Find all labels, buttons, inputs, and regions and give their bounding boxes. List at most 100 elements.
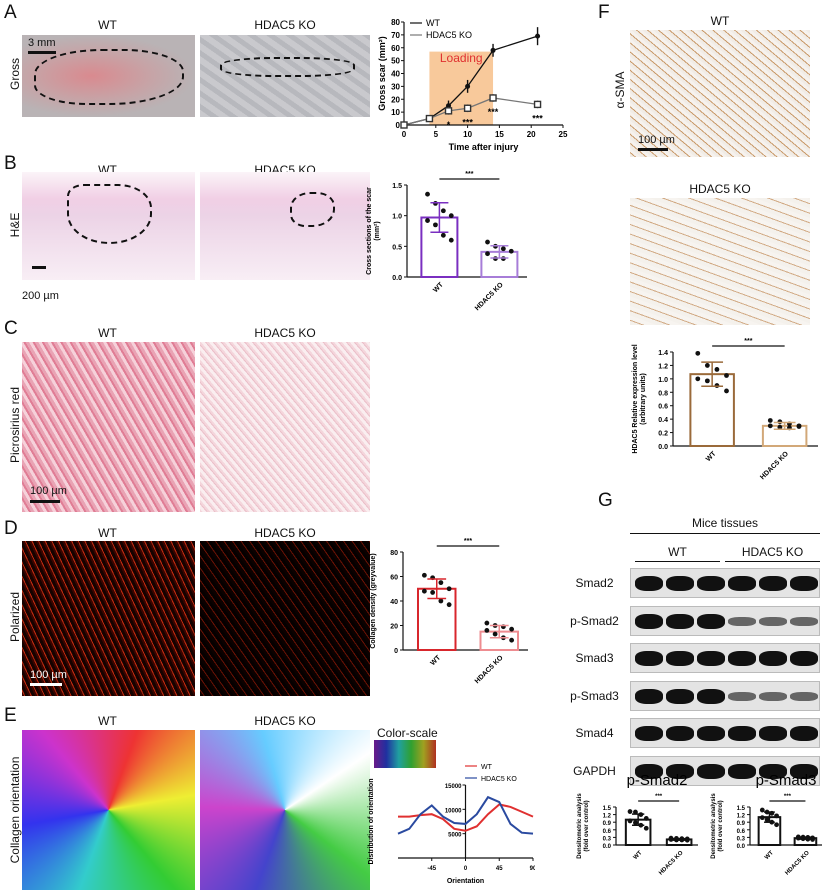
- data-point: [438, 598, 444, 604]
- significance-label: ***: [462, 117, 473, 127]
- y-axis-label: (fold over control): [718, 800, 724, 851]
- y-tick-label: 0: [396, 121, 401, 130]
- y-tick-label: 0.6: [658, 404, 668, 411]
- panel-label-c: C: [4, 318, 18, 339]
- gross-scar-line-chart: Loading 0 10 20 30 40 50 60 70 80 0 5 10 15 20 25 Time a…: [377, 18, 568, 152]
- y-tick-label: 0.8: [658, 390, 668, 397]
- panel-label-d: D: [4, 518, 18, 539]
- data-point: [774, 813, 779, 819]
- blot-band: [728, 616, 756, 626]
- panel-label-b: B: [4, 153, 17, 174]
- blot-band: [728, 651, 756, 666]
- y-tick-label: 70: [391, 31, 400, 40]
- y-tick-label: 1.0: [658, 377, 668, 384]
- a-ko-title: HDAC5 KO: [254, 18, 316, 32]
- data-point: [764, 817, 770, 823]
- y-tick-label: 20: [391, 95, 400, 104]
- y-tick-label: 10000: [445, 808, 462, 814]
- blot-band: [666, 576, 694, 591]
- data-point: [448, 237, 454, 243]
- blot-band: [697, 651, 725, 666]
- y-tick-label: 0.0: [392, 275, 402, 282]
- y-axis-label: (mm²): [374, 221, 381, 240]
- e-row-label: Collagen orientation: [8, 756, 22, 864]
- data-point: [724, 388, 729, 394]
- x-tick-label: WT: [633, 850, 644, 861]
- blot-band: [790, 691, 818, 701]
- significance-label: *: [447, 120, 451, 130]
- y-axis-label: Collagen density (greyvalue): [370, 553, 377, 648]
- blot-label-gapdh: GAPDH: [573, 763, 616, 778]
- blot-label-smad4: Smad4: [575, 726, 614, 740]
- x-tick-label: 45: [496, 866, 503, 872]
- loading-region: [429, 51, 494, 125]
- blot-gapdh: [630, 755, 820, 786]
- blot-band: [790, 616, 818, 626]
- blot-band: [790, 726, 818, 741]
- y-tick-label: 5000: [448, 833, 462, 839]
- blot-band: [666, 688, 694, 704]
- blot-band: [666, 763, 694, 779]
- blot-band: [666, 726, 694, 741]
- d-ko-title: HDAC5 KO: [254, 526, 316, 540]
- blot-p-smad2: [630, 605, 820, 636]
- chart-title: p-Smad3: [756, 772, 817, 789]
- data-point: [444, 107, 453, 115]
- blot-band: [790, 651, 818, 666]
- significance-label: ***: [532, 113, 543, 123]
- x-tick-label: WT: [705, 450, 718, 463]
- data-point: [446, 602, 452, 608]
- legend-label: WT: [481, 764, 493, 771]
- x-tick-label: 5: [434, 130, 439, 139]
- blot-band: [728, 576, 756, 591]
- data-point: [400, 121, 408, 129]
- y-tick-label: 0.6: [737, 829, 746, 835]
- blot-band: [635, 576, 663, 591]
- y-tick-label: 10: [391, 108, 400, 117]
- data-point: [759, 807, 765, 813]
- data-point: [492, 631, 498, 637]
- x-tick-label: HDAC5 KO: [474, 654, 505, 685]
- c-wt-title: WT: [98, 326, 117, 340]
- data-point: [425, 191, 430, 197]
- data-point: [704, 363, 710, 368]
- x-tick-label: HDAC5 KO: [759, 450, 790, 481]
- y-tick-label: 1.5: [392, 183, 402, 190]
- polarized-wt-image: 100 µm: [22, 541, 195, 696]
- data-point: [465, 83, 471, 89]
- panel-label-g: G: [598, 490, 613, 511]
- y-tick-label: 50: [391, 57, 400, 66]
- y-axis-label: HDAC5 Relative expression level: [632, 344, 639, 453]
- y-tick-label: 15000: [445, 784, 462, 790]
- data-point: [446, 103, 452, 109]
- collagen-density-bar-chart: 0 20 40 60 80 Collagen density (greyvalue) WT H…: [370, 538, 528, 685]
- y-tick-label: 1.5: [737, 806, 746, 812]
- y-tick-label: 0.6: [603, 829, 612, 835]
- y-tick-label: 0.0: [603, 844, 612, 850]
- blot-band: [635, 763, 663, 779]
- data-point: [433, 222, 438, 228]
- blot-band: [697, 688, 725, 704]
- orientation-ko-image: [200, 730, 370, 890]
- chart-title: p-Smad2: [627, 772, 688, 789]
- y-tick-label: 0.0: [658, 444, 668, 451]
- y-tick-label: 40: [390, 599, 398, 606]
- data-point: [533, 100, 542, 109]
- cross-section-bar-chart: 0.0 0.5 1.0 1.5 Cross sections of the scar (m…: [366, 171, 527, 312]
- he-wt-image: [22, 172, 195, 280]
- data-point: [509, 637, 515, 643]
- blot-p-smad3: [630, 680, 820, 711]
- y-tick-label: 60: [391, 44, 400, 53]
- blot-label-p-smad2: p-Smad2: [570, 613, 619, 628]
- x-tick-label: 15: [495, 130, 504, 139]
- blot-band: [635, 613, 663, 629]
- g-header: Mice tissues: [691, 516, 759, 530]
- data-point: [695, 376, 701, 382]
- blot-smad3: [630, 643, 820, 673]
- blot-band: [697, 763, 725, 779]
- data-point: [767, 418, 773, 423]
- data-point: [421, 588, 427, 594]
- blot-band: [635, 651, 663, 666]
- y-tick-label: 40: [391, 70, 400, 79]
- blot-label-p-smad3: p-Smad3: [570, 688, 619, 703]
